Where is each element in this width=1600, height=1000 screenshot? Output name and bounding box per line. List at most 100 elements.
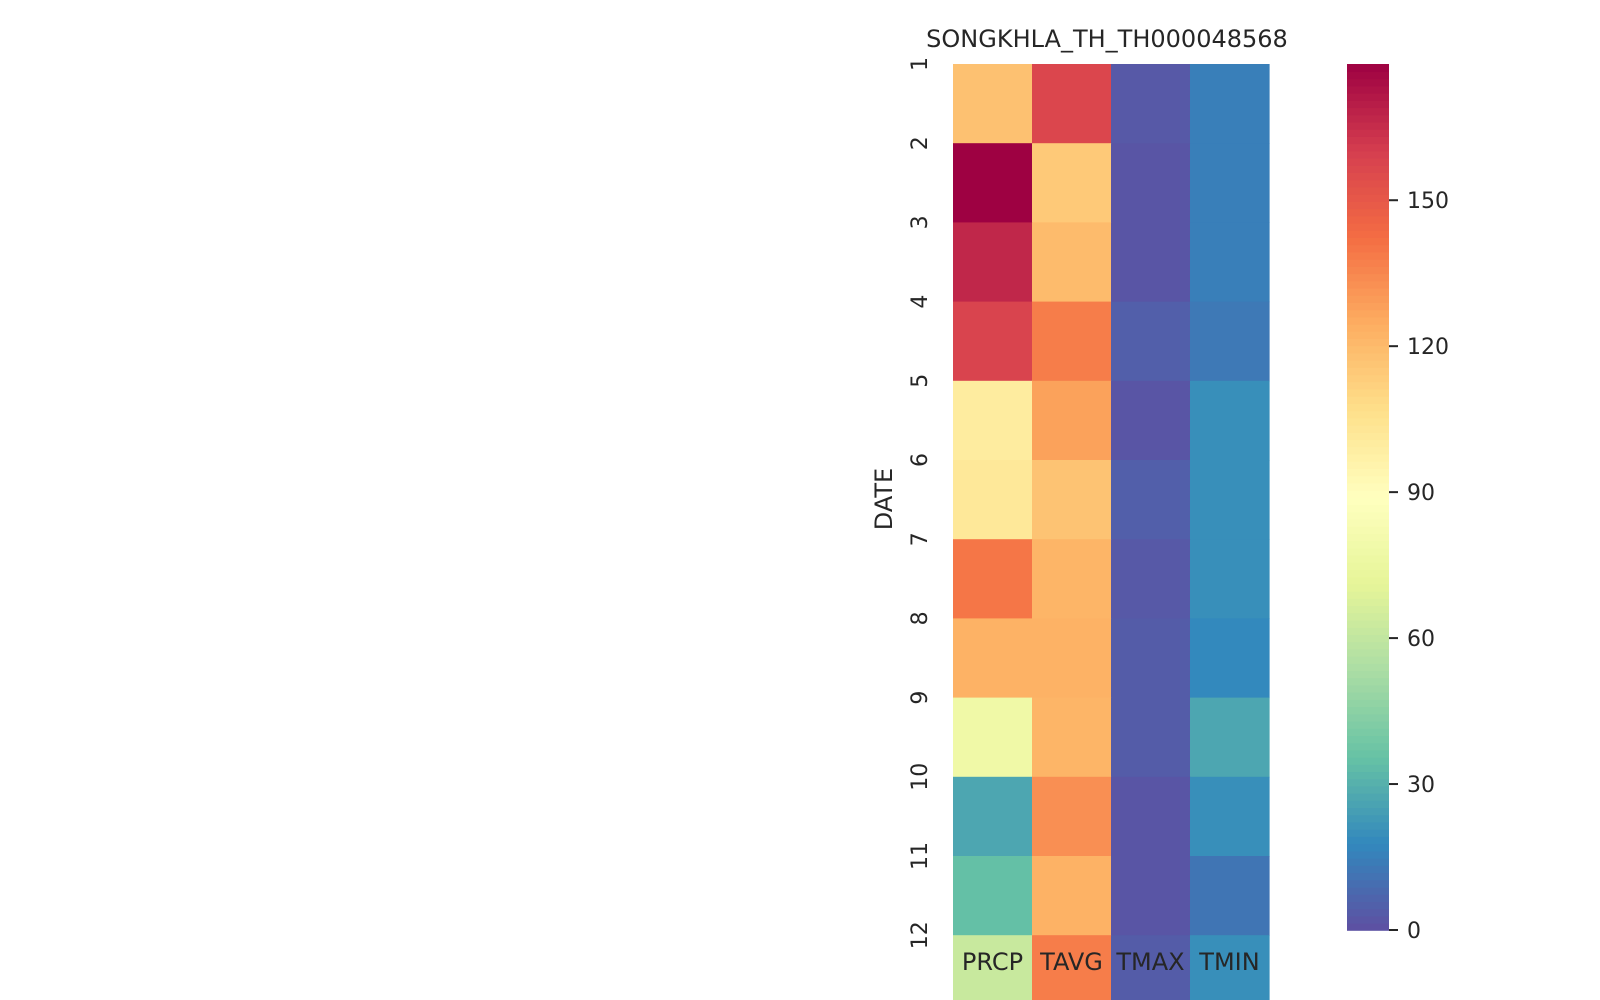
heatmap-cell — [953, 380, 1033, 461]
colorbar-segment — [1347, 107, 1389, 116]
colorbar-segment — [1347, 749, 1389, 758]
colorbar-segment — [1347, 713, 1389, 722]
colorbar-segment — [1347, 121, 1389, 130]
colorbar-segment — [1347, 720, 1389, 729]
colorbar: 0 30 60 90 120 150 — [1347, 64, 1449, 944]
colorbar-segment — [1347, 836, 1389, 845]
colorbar-segment — [1347, 172, 1389, 181]
y-tick-label: 1 — [908, 57, 933, 71]
colorbar-segment — [1347, 309, 1389, 318]
colorbar-segment — [1347, 684, 1389, 693]
colorbar-segment — [1347, 742, 1389, 751]
heatmap-cell — [1032, 539, 1112, 619]
heatmap-cell — [1190, 460, 1270, 540]
colorbar-segment — [1347, 331, 1389, 340]
colorbar-segment — [1347, 756, 1389, 765]
heatmap-cell — [1032, 143, 1112, 223]
heatmap-cell — [1111, 143, 1191, 223]
heatmap-cell — [1032, 64, 1112, 144]
colorbar-segment — [1347, 439, 1389, 448]
colorbar-segment — [1347, 807, 1389, 816]
colorbar-segment — [1347, 359, 1389, 368]
colorbar-segment — [1347, 893, 1389, 902]
colorbar-segment — [1347, 229, 1389, 238]
colorbar-segment — [1347, 489, 1389, 498]
x-tick-labels: PRCP TAVG TMAX TMIN — [962, 948, 1260, 976]
heatmap-cell — [953, 697, 1033, 778]
y-tick-label: 10 — [908, 763, 933, 791]
colorbar-segment — [1347, 590, 1389, 599]
heatmap-cell — [1190, 380, 1270, 461]
colorbar-segment — [1347, 143, 1389, 152]
colorbar-segment — [1347, 222, 1389, 231]
heatmap-cell — [953, 222, 1033, 303]
colorbar-segment — [1347, 201, 1389, 210]
colorbar-segment — [1347, 128, 1389, 137]
colorbar-segment — [1347, 432, 1389, 441]
colorbar-segment — [1347, 843, 1389, 852]
colorbar-segment — [1347, 374, 1389, 383]
colorbar-segment — [1347, 251, 1389, 260]
colorbar-segment — [1347, 583, 1389, 592]
colorbar-segment — [1347, 114, 1389, 123]
colorbar-segment — [1347, 605, 1389, 614]
y-axis-label: DATE — [870, 468, 898, 530]
colorbar-segment — [1347, 475, 1389, 484]
colorbar-segment — [1347, 150, 1389, 159]
colorbar-segment — [1347, 497, 1389, 506]
colorbar-segment — [1347, 367, 1389, 376]
colorbar-segment — [1347, 352, 1389, 361]
colorbar-tick-label: 90 — [1407, 481, 1435, 506]
heatmap-cell — [1032, 301, 1112, 382]
heatmap-cell — [1032, 935, 1112, 1000]
colorbar-segment — [1347, 872, 1389, 881]
colorbar-segment — [1347, 381, 1389, 390]
colorbar-segment — [1347, 554, 1389, 563]
colorbar-segment — [1347, 655, 1389, 664]
colorbar-segment — [1347, 518, 1389, 527]
colorbar-segment — [1347, 316, 1389, 325]
colorbar-segment — [1347, 157, 1389, 166]
heatmap-cell — [1111, 776, 1191, 857]
colorbar-segment — [1347, 800, 1389, 809]
colorbar-segment — [1347, 446, 1389, 455]
colorbar-segment — [1347, 828, 1389, 837]
colorbar-segment — [1347, 193, 1389, 202]
colorbar-segment — [1347, 886, 1389, 895]
heatmap-cell — [1111, 697, 1191, 778]
heatmap-cell — [1111, 618, 1191, 699]
heatmap-cell — [1111, 301, 1191, 382]
heatmap-cell — [953, 143, 1033, 223]
colorbar-tick-label: 60 — [1407, 627, 1435, 652]
colorbar-segment — [1347, 764, 1389, 773]
colorbar-segment — [1347, 641, 1389, 650]
y-tick-label: 3 — [908, 215, 933, 229]
heatmap-cell — [1111, 460, 1191, 540]
heatmap-cell — [953, 935, 1033, 1000]
y-tick-label: 5 — [908, 374, 933, 388]
colorbar-segment — [1347, 901, 1389, 910]
colorbar-tick-label: 30 — [1407, 773, 1435, 798]
colorbar-segment — [1347, 619, 1389, 628]
colorbar-segment — [1347, 453, 1389, 462]
colorbar-segment — [1347, 857, 1389, 866]
y-tick-label: 12 — [908, 921, 933, 949]
heatmap-cell — [1111, 222, 1191, 303]
heatmap-cell — [1190, 935, 1270, 1000]
heatmap-cell — [1190, 697, 1270, 778]
colorbar-segment — [1347, 662, 1389, 671]
colorbar-segment — [1347, 424, 1389, 433]
colorbar-segment — [1347, 706, 1389, 715]
colorbar-segment — [1347, 179, 1389, 188]
colorbar-segment — [1347, 85, 1389, 94]
y-tick-label: 4 — [908, 295, 933, 309]
colorbar-tick-label: 0 — [1407, 919, 1421, 944]
colorbar-tick-label: 120 — [1407, 335, 1449, 360]
heatmap-cell — [953, 539, 1033, 619]
colorbar-segment — [1347, 482, 1389, 491]
colorbar-segment — [1347, 395, 1389, 404]
heatmap-cell — [1190, 856, 1270, 936]
colorbar-segment — [1347, 302, 1389, 311]
colorbar-segment — [1347, 561, 1389, 570]
